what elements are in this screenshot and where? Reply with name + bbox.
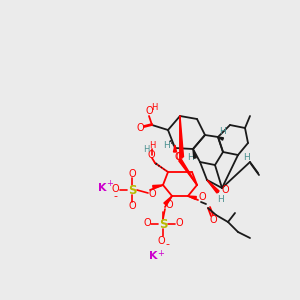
Polygon shape <box>153 185 163 188</box>
Text: O: O <box>136 123 144 133</box>
Text: O: O <box>143 218 151 228</box>
Text: S: S <box>159 218 167 230</box>
Text: O: O <box>145 106 153 116</box>
Text: -: - <box>165 239 169 249</box>
Text: O: O <box>174 152 182 162</box>
Text: H: H <box>218 194 224 203</box>
Polygon shape <box>218 137 224 140</box>
Polygon shape <box>180 116 184 157</box>
Text: +: + <box>158 248 164 257</box>
Text: O: O <box>111 184 119 194</box>
Text: O: O <box>175 218 183 228</box>
Text: K: K <box>149 251 157 261</box>
Polygon shape <box>188 196 196 200</box>
Text: O: O <box>221 185 229 195</box>
Text: +: + <box>106 179 113 188</box>
Text: H: H <box>149 140 155 149</box>
Text: O: O <box>198 192 206 202</box>
Text: K: K <box>98 183 106 193</box>
Text: H: H <box>243 152 249 161</box>
Text: O: O <box>128 201 136 211</box>
Text: S: S <box>128 184 136 196</box>
Text: O: O <box>165 200 173 210</box>
Text: -: - <box>113 191 117 201</box>
Text: H: H <box>164 140 170 149</box>
Text: O: O <box>128 169 136 179</box>
Text: O: O <box>148 189 156 199</box>
Polygon shape <box>207 180 219 193</box>
Text: O: O <box>209 215 217 225</box>
Text: O: O <box>175 152 183 162</box>
Polygon shape <box>179 159 197 185</box>
Text: O: O <box>147 150 155 160</box>
Polygon shape <box>164 196 172 205</box>
Text: H: H <box>187 152 194 161</box>
Text: H: H <box>220 128 226 136</box>
Text: H: H <box>151 103 157 112</box>
Polygon shape <box>173 145 176 152</box>
Polygon shape <box>193 149 196 158</box>
Text: O: O <box>157 236 165 246</box>
Text: H: H <box>143 145 149 154</box>
